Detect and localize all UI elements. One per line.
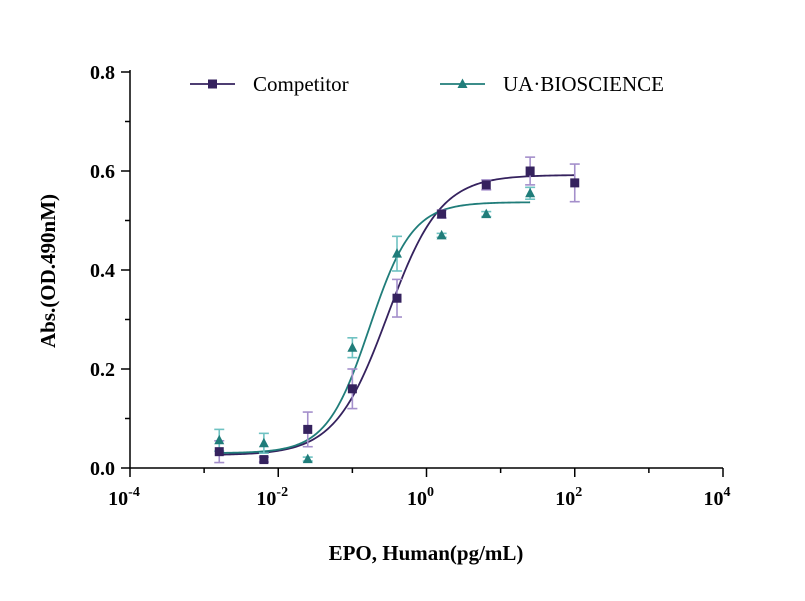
data-point-ua-bioscience <box>481 208 492 219</box>
legend-label-ua-bioscience: UA·BIOSCIENCE <box>503 72 664 96</box>
legend-marker-competitor <box>208 79 217 89</box>
axes: 0.0 0.2 0.4 0.6 0.8 10-4 10-2 100 102 104 <box>90 62 731 510</box>
x-tick-label: 10-4 <box>108 485 140 510</box>
y-tick-label: 0.8 <box>90 62 115 84</box>
data-point-ua-bioscience <box>525 187 536 198</box>
legend: Competitor UA·BIOSCIENCE <box>190 72 664 96</box>
y-tick-label: 0.4 <box>90 260 115 282</box>
legend-marker-ua-bioscience <box>457 78 468 88</box>
y-tick-label: 0.2 <box>90 359 115 381</box>
data-point-competitor <box>525 166 535 176</box>
data-point-ua-bioscience <box>436 229 447 240</box>
x-axis-title: EPO, Human(pg/mL) <box>329 541 524 565</box>
data-point-competitor <box>303 424 313 434</box>
x-tick-label: 102 <box>555 485 582 510</box>
y-axis-title: Abs.(OD.490nM) <box>36 194 60 348</box>
x-tick-label: 10-2 <box>256 485 288 510</box>
y-tick-label: 0.6 <box>90 161 115 183</box>
data-point-ua-bioscience <box>302 453 313 464</box>
data-points <box>214 166 580 465</box>
data-point-competitor <box>214 447 224 457</box>
data-point-competitor <box>347 384 357 394</box>
data-point-ua-bioscience <box>214 434 225 445</box>
data-point-competitor <box>481 180 491 190</box>
data-point-ua-bioscience <box>258 437 269 448</box>
x-tick-label: 100 <box>407 485 434 510</box>
data-point-competitor <box>437 209 447 219</box>
data-point-competitor <box>259 455 269 465</box>
data-point-ua-bioscience <box>392 248 403 258</box>
x-tick-label: 104 <box>704 485 731 510</box>
legend-label-competitor: Competitor <box>253 72 349 96</box>
data-point-competitor <box>392 293 402 303</box>
fit-curve-ua-bioscience <box>219 201 531 454</box>
y-tick-label: 0.0 <box>90 458 115 480</box>
data-point-ua-bioscience <box>347 342 358 352</box>
data-point-competitor <box>570 178 580 188</box>
